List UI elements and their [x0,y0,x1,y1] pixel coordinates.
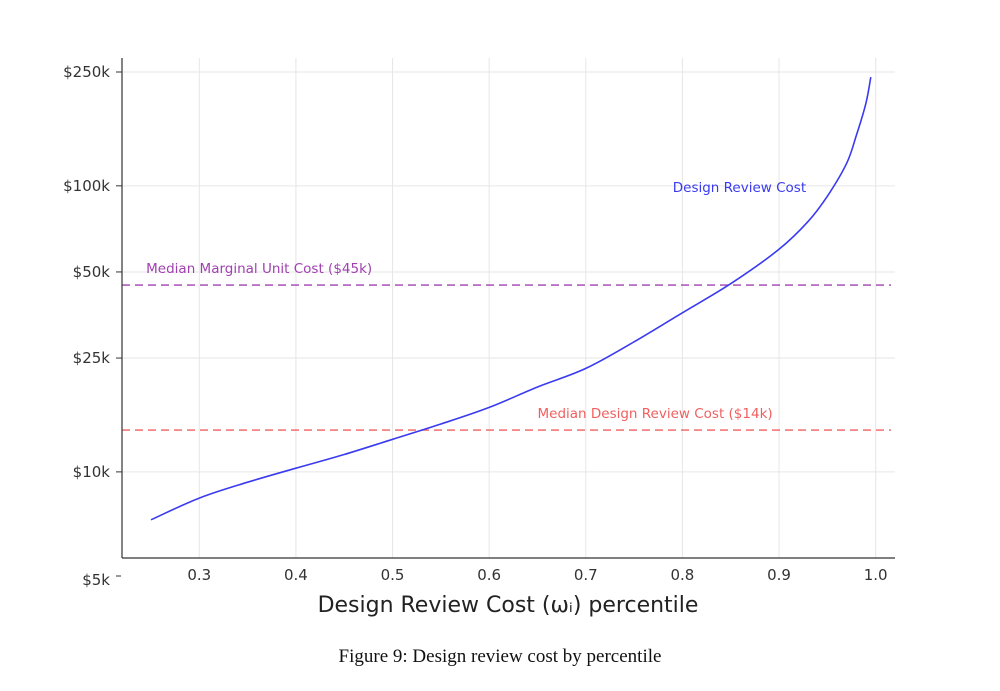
y-tick-label-2: $25k [73,349,111,367]
x-tick-label-4: 0.7 [574,566,598,584]
reference-line-label-1: Median Design Review Cost ($14k) [537,406,772,422]
gridlines [122,58,895,559]
series-lines [150,76,872,521]
annotations: Median Marginal Unit Cost ($45k) Median D… [146,180,806,422]
reference-lines [122,284,891,431]
x-axis-label: Design Review Cost (ωᵢ) percentile [318,593,699,618]
y-tick-label-4: $100k [63,177,110,195]
x-tick-label-1: 0.4 [284,566,308,584]
y-tick-label-1: $10k [73,463,111,481]
series-label: Design Review Cost [673,180,806,196]
x-tick-label-0: 0.3 [187,566,211,584]
figure-caption: Figure 9: Design review cost by percenti… [338,646,662,667]
y-tick-label-5: $250k [63,63,110,81]
chart: 0.3 0.4 0.5 0.6 0.7 0.8 0.9 1.0 $5k $10k $25k $50k… [63,58,895,618]
x-tick-label-5: 0.8 [670,566,694,584]
x-tick-label-3: 0.6 [477,566,501,584]
y-tick-labels: $5k $10k $25k $50k $100k $250k [63,63,122,589]
series-line-0 [150,76,872,521]
x-tick-labels: 0.3 0.4 0.5 0.6 0.7 0.8 0.9 1.0 [187,566,887,584]
axes [121,58,895,559]
y-tick-label-0: $5k [82,571,110,589]
x-tick-label-7: 1.0 [864,566,888,584]
reference-line-label-0: Median Marginal Unit Cost ($45k) [146,261,372,277]
x-tick-label-6: 0.9 [767,566,791,584]
x-tick-label-2: 0.5 [381,566,405,584]
y-tick-label-3: $50k [73,263,111,281]
